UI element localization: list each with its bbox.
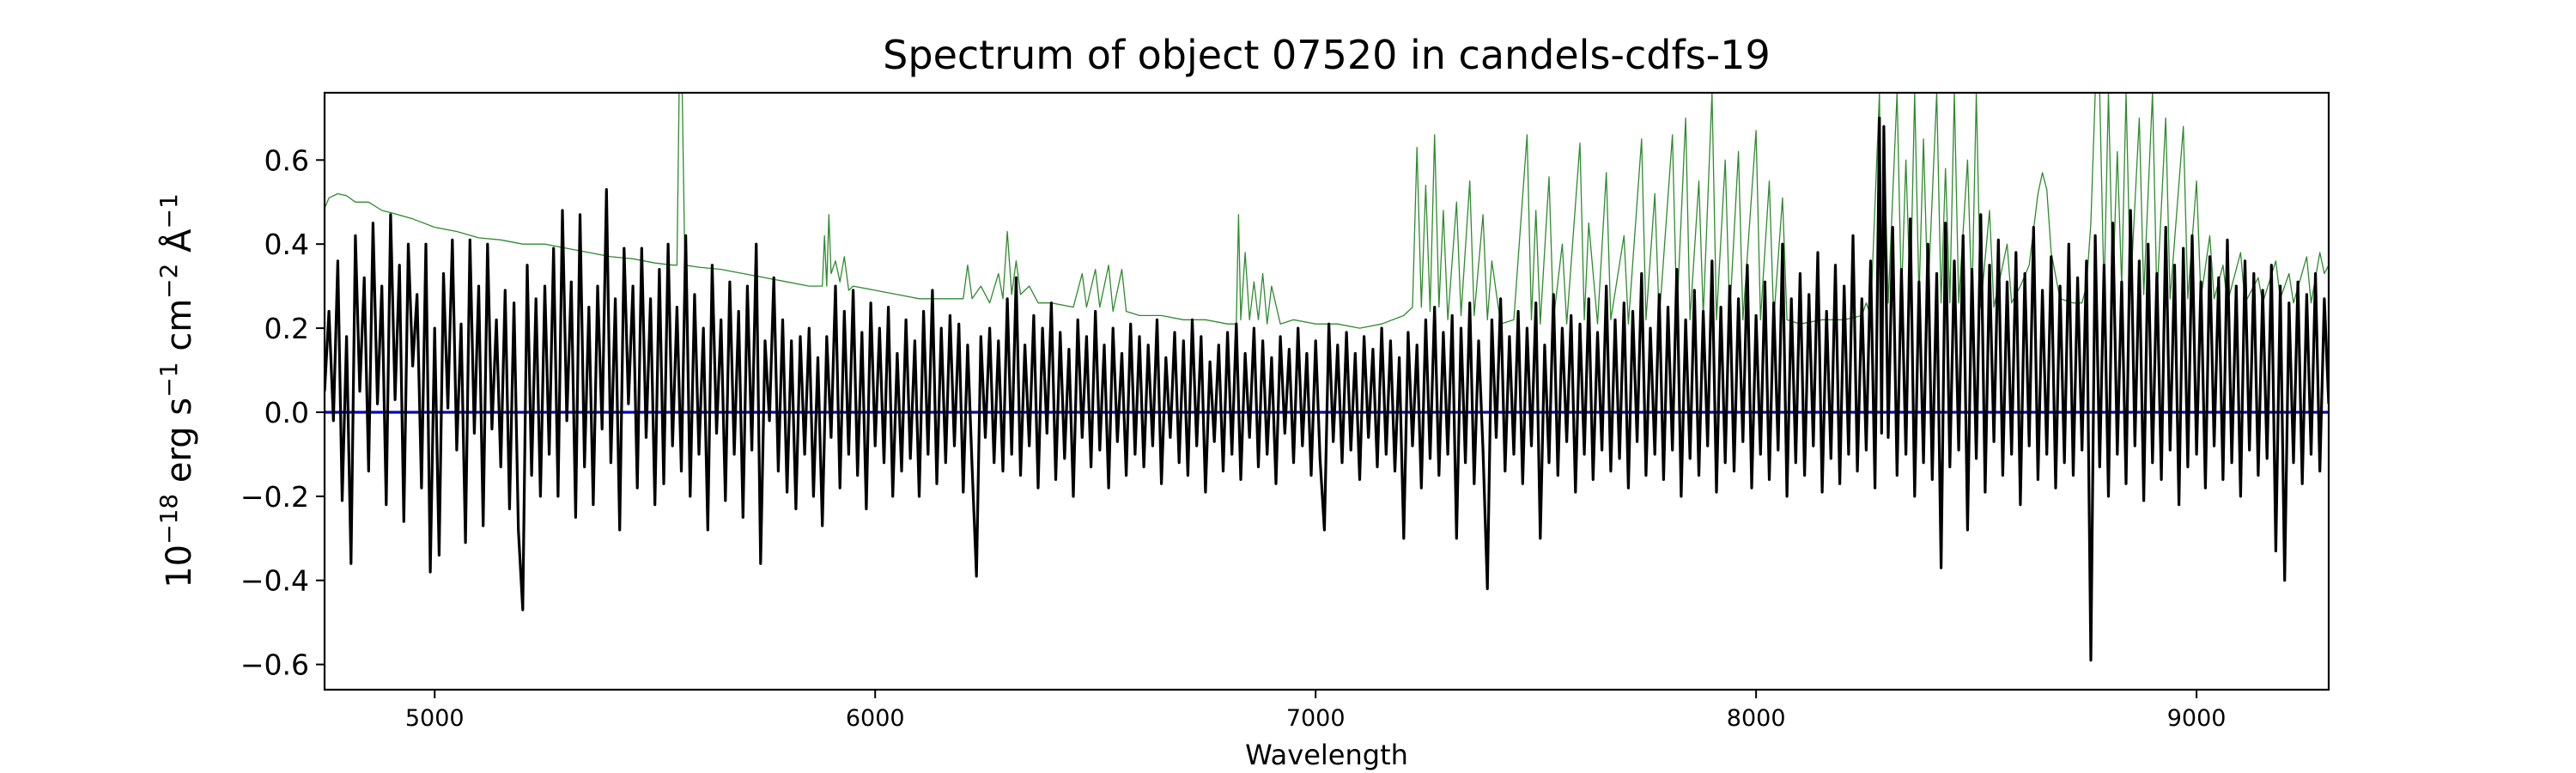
x-tick-label: 8000 [1727, 705, 1786, 732]
x-tick-label: 9000 [2167, 705, 2227, 732]
y-tick-label: 0.4 [264, 228, 309, 261]
x-tick-label: 6000 [846, 705, 905, 732]
y-tick-label: −0.4 [240, 564, 309, 598]
ylabel-unit-part: erg s [160, 398, 199, 494]
ylabel-prefix: 10 [160, 545, 199, 588]
ylabel-unit-part: cm [160, 299, 199, 362]
y-tick-label: −0.6 [240, 648, 309, 682]
plot-frame [323, 91, 2330, 691]
noise-series-line [325, 93, 2329, 329]
y-axis-label: 10−18 erg s−1 cm−2 Å−1 [155, 193, 199, 588]
x-tick-label: 5000 [405, 705, 465, 732]
x-tick-label: 7000 [1286, 705, 1346, 732]
ylabel-exponent: −18 [155, 494, 183, 545]
ylabel-unit-part: Å [158, 228, 199, 264]
y-tick-label: −0.2 [240, 480, 309, 514]
y-tick-label: 0.0 [264, 396, 309, 429]
plot-series-group [325, 93, 2329, 662]
ylabel-unit-exponent: −2 [155, 264, 183, 299]
ylabel-unit-exponent: −1 [155, 362, 183, 398]
chart-title: Spectrum of object 07520 in candels-cdfs… [883, 32, 1771, 78]
y-tick-label: 0.2 [264, 312, 309, 345]
ylabel-unit-exponent: −1 [155, 193, 183, 228]
x-axis-label: Wavelength [1245, 739, 1408, 771]
y-tick-label: 0.6 [264, 143, 309, 177]
flux-series-line [325, 116, 2329, 662]
